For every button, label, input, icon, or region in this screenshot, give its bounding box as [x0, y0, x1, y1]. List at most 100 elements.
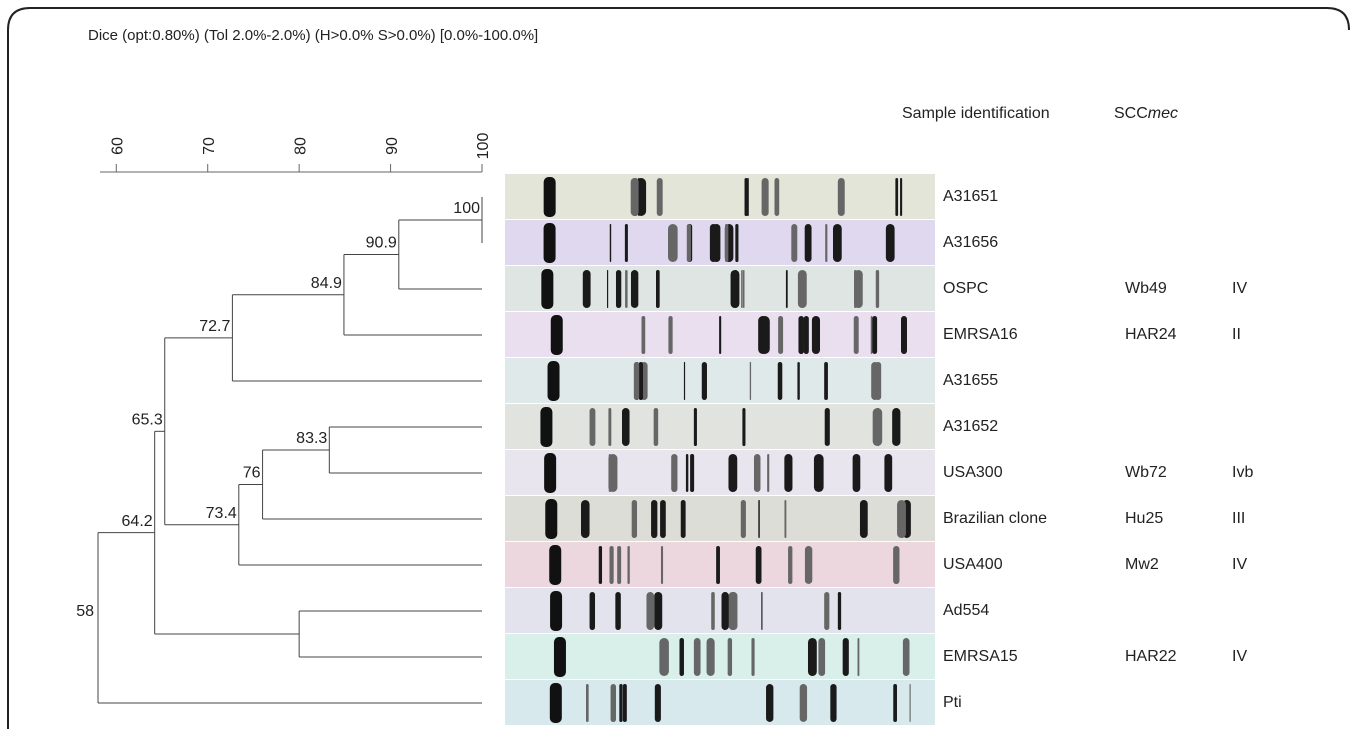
- gel-band: [728, 454, 737, 492]
- scc-header-prefix: SCC: [1114, 105, 1148, 122]
- gel-band: [544, 223, 556, 263]
- gel-band: [838, 592, 841, 630]
- gel-band: [797, 362, 799, 400]
- gel-band: [762, 178, 769, 216]
- node-label: 58: [76, 603, 94, 620]
- gel-band: [623, 684, 627, 722]
- gel-band: [745, 178, 748, 216]
- gel-band: [611, 684, 616, 722]
- gel-band: [825, 224, 827, 262]
- node-label: 64.2: [122, 513, 153, 530]
- gel-band: [900, 178, 902, 216]
- gel-band: [548, 361, 560, 401]
- scc-header: SCCmec: [1114, 105, 1178, 122]
- gel-band: [707, 638, 715, 676]
- gel-band: [830, 684, 836, 722]
- gel-band: [549, 545, 561, 585]
- gel-band: [798, 270, 807, 308]
- gel-lane: [505, 266, 935, 311]
- gel-band: [661, 546, 663, 584]
- node-label: 100: [453, 200, 480, 217]
- gel-band: [892, 408, 900, 446]
- gel-lane: [505, 634, 935, 679]
- gel-band: [639, 362, 643, 400]
- gel-band: [910, 684, 911, 722]
- strain: HAR24: [1125, 326, 1177, 343]
- gel-lane: [505, 450, 935, 495]
- gel-band: [616, 270, 621, 308]
- gel-band: [722, 592, 729, 630]
- gel-band: [804, 316, 809, 354]
- gel-band: [778, 316, 783, 354]
- gel-band: [786, 270, 788, 308]
- gel-band: [599, 546, 602, 584]
- gel-band: [750, 362, 751, 400]
- gel-band: [550, 683, 562, 723]
- gel-band: [671, 454, 677, 492]
- gel-band: [728, 638, 732, 676]
- gel-band: [875, 362, 881, 400]
- sample-name: Pti: [943, 694, 962, 711]
- gel-band: [608, 408, 611, 446]
- gel-band: [735, 270, 737, 308]
- gel-band: [590, 408, 596, 446]
- gel-band: [808, 638, 817, 676]
- gel-band: [716, 546, 720, 584]
- gel-band: [654, 408, 659, 446]
- gel-band: [853, 454, 861, 492]
- gel-band: [590, 592, 595, 630]
- gel-band: [631, 178, 639, 216]
- node-label: 83.3: [296, 430, 327, 447]
- gel-band: [583, 270, 591, 308]
- gel-band: [545, 499, 557, 539]
- gel-band: [778, 362, 783, 400]
- scc-header-italic: mec: [1148, 105, 1178, 122]
- gel-band: [895, 178, 898, 216]
- gel-band: [679, 638, 683, 676]
- node-label: 76: [243, 465, 261, 482]
- gel-lane: [505, 404, 935, 449]
- gel-band: [805, 224, 812, 262]
- gel-band: [756, 546, 762, 584]
- scc-type: II: [1232, 326, 1241, 343]
- gel-band: [758, 500, 759, 538]
- gel-band: [858, 638, 860, 676]
- gel-band: [622, 408, 630, 446]
- x-tick-label: 100: [475, 133, 492, 160]
- gel-lane: [505, 174, 935, 219]
- gel-band: [619, 684, 622, 722]
- gel-band: [873, 408, 883, 446]
- scc-type: IV: [1232, 280, 1247, 297]
- gel-band: [798, 316, 803, 354]
- gel-band: [540, 407, 552, 447]
- gel-band: [660, 500, 666, 538]
- gel-band: [711, 592, 715, 630]
- gel-band: [903, 638, 910, 676]
- gel-band: [586, 684, 589, 722]
- gel-band: [702, 362, 707, 400]
- gel-band: [754, 454, 760, 492]
- gel-band: [654, 592, 662, 630]
- gel-band: [854, 316, 859, 354]
- gel-lane: [505, 358, 935, 403]
- gel-band: [901, 316, 907, 354]
- gel-band: [741, 500, 746, 538]
- gel-band: [646, 592, 654, 630]
- node-label: 72.7: [199, 318, 230, 335]
- sample-name: Ad554: [943, 602, 989, 619]
- gel-band: [742, 408, 745, 446]
- gel-band: [884, 454, 892, 492]
- gel-band: [625, 224, 628, 262]
- gel-lane: [505, 680, 935, 725]
- gel-lane: [505, 496, 935, 541]
- scc-type: IV: [1232, 556, 1247, 573]
- gel-lane: [505, 542, 935, 587]
- gel-band: [812, 316, 820, 354]
- x-tick-label: 70: [201, 137, 218, 155]
- sample-name: Brazilian clone: [943, 510, 1047, 527]
- gel-band: [725, 224, 728, 262]
- gel-band: [610, 224, 611, 262]
- gel-band: [541, 269, 553, 309]
- sample-name: A31655: [943, 372, 998, 389]
- gel-band: [872, 316, 877, 354]
